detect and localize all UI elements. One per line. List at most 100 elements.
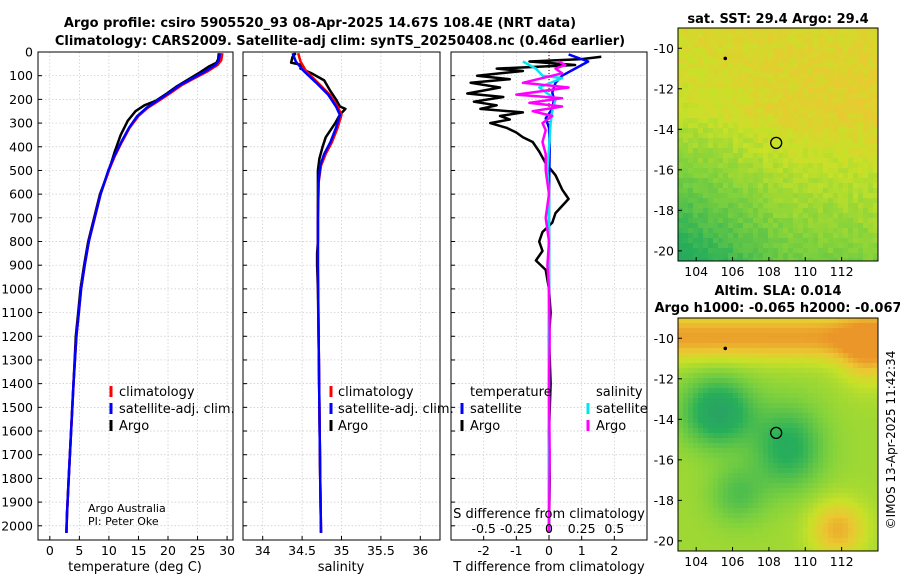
sla_map-cell	[773, 473, 779, 479]
sla_map-cell	[728, 543, 734, 549]
sla_map-cell	[838, 348, 844, 354]
sst_map-cell	[713, 218, 719, 224]
sst_map-cell	[728, 78, 734, 84]
sla_map-cell	[803, 348, 809, 354]
sst_map-cell	[733, 58, 739, 64]
sla_map-cell	[743, 548, 749, 551]
sla_map-cell	[833, 443, 839, 449]
sst_map-cell	[848, 178, 854, 184]
sla_map-cell	[813, 403, 819, 409]
sla_map-cell	[783, 503, 789, 509]
sla_map-cell	[713, 478, 719, 484]
sst_map-cell	[698, 148, 704, 154]
sla_map-cell	[783, 333, 789, 339]
sla_map-cell	[798, 508, 804, 514]
sla_map-cell	[738, 328, 744, 334]
sla_map-cell	[678, 348, 684, 354]
sla_map-cell	[873, 323, 878, 329]
sla_map-cell	[788, 443, 794, 449]
sla_map-cell	[753, 468, 759, 474]
sst_map-cell	[703, 198, 709, 204]
sst_map-cell	[793, 128, 799, 134]
sla_map-cell	[808, 423, 814, 429]
sla_map-cell	[728, 358, 734, 364]
sla_map-cell	[748, 348, 754, 354]
sla_map-cell	[863, 318, 869, 324]
sla_map-cell	[698, 358, 704, 364]
sst_map-cell	[678, 58, 684, 64]
sst_map-cell	[773, 38, 779, 44]
sla_map-cell	[683, 388, 689, 394]
sst_map-cell	[718, 93, 724, 99]
sst_map-cell	[713, 153, 719, 159]
sst_map-cell	[843, 188, 849, 194]
sla_map-cell	[718, 528, 724, 534]
sla_map-cell	[718, 423, 724, 429]
sla_map-cell	[718, 333, 724, 339]
sla_map-cell	[743, 483, 749, 489]
sst_map-cell	[833, 183, 839, 189]
sst_map-cell	[773, 128, 779, 134]
sla_map-cell	[813, 368, 819, 374]
sst_map-cell	[723, 53, 729, 59]
difference-s-tick-label: 0.5	[604, 521, 624, 536]
sst_map-cell	[678, 168, 684, 174]
sla_map-cell	[808, 413, 814, 419]
sla_map-cell	[738, 333, 744, 339]
sla_map-cell	[823, 433, 829, 439]
sst_map-cell	[738, 208, 744, 214]
sla_map-cell	[853, 513, 859, 519]
sst_map-cell	[848, 233, 854, 239]
sst_map-cell	[773, 48, 779, 54]
sst_map-cell	[808, 148, 814, 154]
sla_map-cell	[783, 473, 789, 479]
sla_map-cell	[718, 548, 724, 551]
sst_map-cell	[753, 98, 759, 104]
sla_map-cell	[693, 483, 699, 489]
depth-tick-label: 200	[9, 92, 33, 107]
sla_map-cell	[798, 483, 804, 489]
sla_map-cell	[743, 488, 749, 494]
sst_map-cell	[788, 138, 794, 144]
sst_map-cell	[748, 188, 754, 194]
sst_map-cell	[778, 168, 784, 174]
sla_map-cell	[873, 368, 878, 374]
sla_map-cell	[708, 403, 714, 409]
sst_map-cell	[798, 198, 804, 204]
sst_map-cell	[783, 108, 789, 114]
sla_map-cell	[683, 498, 689, 504]
sla_map-cell	[788, 408, 794, 414]
sla_map-cell	[688, 523, 694, 529]
sst_map-cell	[693, 128, 699, 134]
sla_map-cell	[678, 343, 684, 349]
legend-climatology-label: climatology	[119, 385, 195, 400]
sla_map-cell	[863, 413, 869, 419]
sst_map-cell	[803, 98, 809, 104]
sla_map-cell	[863, 373, 869, 379]
sst_map-cell	[808, 73, 814, 79]
sst_map-cell	[873, 118, 878, 124]
sst_map-cell	[798, 173, 804, 179]
sla_map-cell	[813, 508, 819, 514]
sst_map-cell	[823, 53, 829, 59]
sla_map-cell	[778, 538, 784, 544]
sst_map-cell	[798, 183, 804, 189]
sst_map-cell	[863, 83, 869, 89]
sst_map-cell	[768, 253, 774, 259]
credit-line1: Argo Australia	[88, 502, 166, 515]
sla_map-cell	[688, 323, 694, 329]
sst_map-cell	[753, 43, 759, 49]
sla_map-cell	[863, 548, 869, 551]
sst_map-frame	[677, 27, 879, 262]
sla_map-cell	[868, 363, 874, 369]
sst_map-cell	[753, 28, 759, 34]
sla_map-cell	[738, 343, 744, 349]
sla_map-cell	[778, 468, 784, 474]
sst_map-cell	[748, 183, 754, 189]
sst_map-cell	[733, 128, 739, 134]
sst_map-cell	[853, 83, 859, 89]
sst_map-cell	[808, 188, 814, 194]
sst_map-cell	[703, 168, 709, 174]
sla_map-cell	[803, 503, 809, 509]
sst_map-cell	[858, 153, 864, 159]
